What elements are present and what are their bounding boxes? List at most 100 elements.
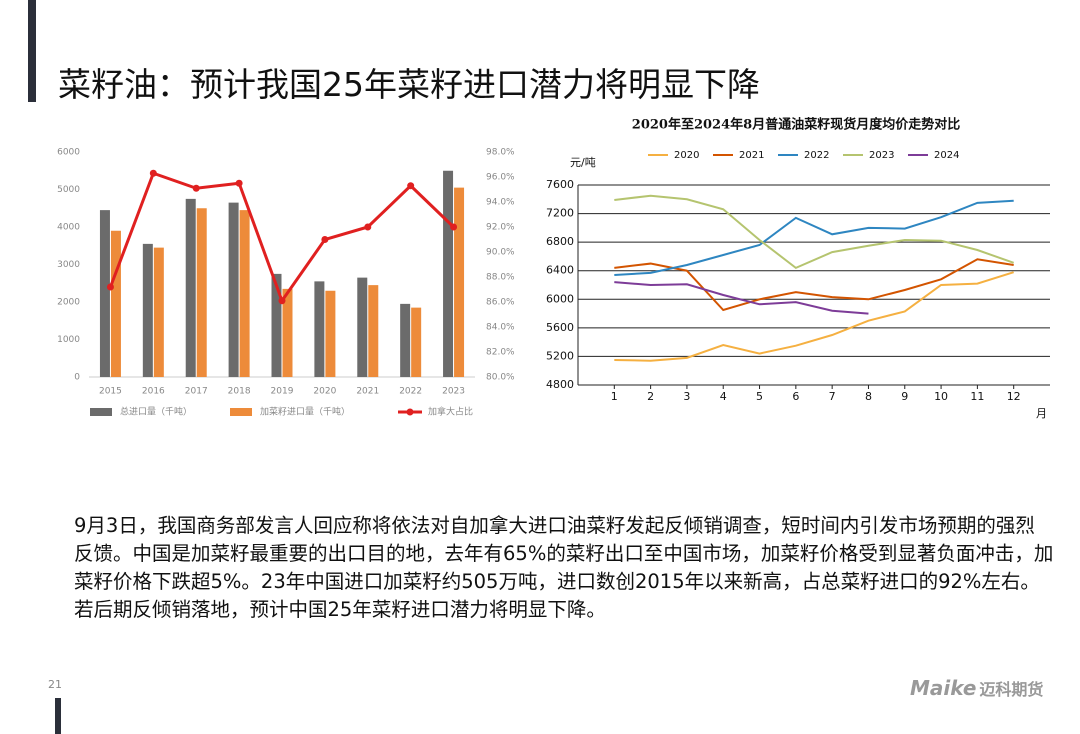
y-tick-label: 5000: [57, 185, 80, 195]
bar: [368, 285, 379, 377]
line-marker: [235, 179, 243, 187]
page-number: 21: [48, 678, 62, 691]
x-tick-label: 8: [865, 390, 872, 403]
bar: [443, 170, 454, 377]
x-tick-label: 3: [683, 390, 690, 403]
y-tick-label: 0: [74, 373, 80, 383]
line-marker: [192, 184, 200, 192]
y-tick-label: 5600: [546, 321, 574, 334]
accent-bar: [55, 698, 61, 734]
x-tick-label: 7: [829, 390, 836, 403]
y-tick-label: 3000: [57, 260, 80, 270]
bar: [239, 210, 250, 377]
line-marker: [450, 223, 458, 231]
y2-tick-label: 88.0%: [486, 273, 515, 283]
legend-label: 2024: [934, 150, 959, 161]
logo: Maike 迈科期货: [910, 676, 1043, 700]
bar: [357, 277, 368, 377]
bar: [99, 210, 110, 377]
y-tick-label: 6000: [57, 148, 80, 158]
y-tick-label: 6000: [546, 292, 574, 305]
y2-tick-label: 90.0%: [486, 248, 515, 258]
x-tick-label: 10: [934, 390, 948, 403]
line-series: [614, 281, 869, 315]
x-tick-label: 6: [792, 390, 799, 403]
y2-tick-label: 94.0%: [486, 198, 515, 208]
x-tick-label: 2021: [356, 387, 379, 397]
y-tick-label: 1000: [57, 335, 80, 345]
bar: [153, 247, 164, 377]
y-tick-label: 4800: [546, 378, 574, 391]
legend-label: 2023: [869, 150, 894, 161]
x-tick-label: 2020: [313, 387, 336, 397]
line-series: [614, 194, 1015, 270]
legend-label: 总进口量（千吨）: [120, 406, 192, 418]
x-tick-label: 5: [756, 390, 763, 403]
x-tick-label: 12: [1007, 390, 1021, 403]
y2-tick-label: 84.0%: [486, 323, 515, 333]
legend-swatch: [230, 408, 252, 416]
x-tick-label: 2022: [399, 387, 422, 397]
y-tick-label: 4000: [57, 223, 80, 233]
x-tick-label: 2: [647, 390, 654, 403]
y-tick-label: 7600: [546, 178, 574, 191]
bar: [314, 281, 325, 377]
line-marker: [149, 169, 157, 177]
legend-label: 加菜籽进口量（千吨）: [260, 406, 350, 418]
line-series: [614, 271, 1014, 362]
y-tick-label: 7200: [546, 207, 574, 220]
line-marker: [364, 223, 372, 231]
legend-label: 2020: [674, 150, 699, 161]
line-marker: [321, 236, 329, 243]
y-axis-label: 元/吨: [570, 156, 596, 169]
y2-tick-label: 80.0%: [486, 373, 515, 383]
y2-tick-label: 86.0%: [486, 298, 515, 308]
y2-tick-label: 96.0%: [486, 173, 515, 183]
x-tick-label: 4: [720, 390, 727, 403]
x-tick-label: 11: [970, 390, 984, 403]
bar: [400, 303, 411, 377]
bar: [185, 198, 196, 377]
x-tick-label: 2023: [442, 387, 465, 397]
line-series: [614, 199, 1014, 276]
line-series: [614, 258, 1014, 312]
legend-label: 2021: [739, 150, 764, 161]
y2-tick-label: 82.0%: [486, 348, 515, 358]
legend-label: 2022: [804, 150, 829, 161]
x-tick-label: 2019: [271, 387, 294, 397]
x-tick-label: 2017: [185, 387, 208, 397]
x-tick-label: 2016: [142, 387, 165, 397]
bar: [282, 288, 293, 377]
line-marker: [106, 283, 114, 291]
x-tick-label: 1: [611, 390, 618, 403]
bar: [411, 307, 422, 377]
logo-brand: Maike: [910, 676, 977, 700]
y-tick-label: 5200: [546, 349, 574, 362]
legend-swatch: [90, 408, 112, 416]
body-text: 9月3日，我国商务部发言人回应称将依法对自加拿大进口油菜籽发起反倾销调查，短时间…: [74, 514, 1054, 621]
bar: [454, 187, 465, 377]
line-marker: [278, 297, 286, 305]
bar: [110, 230, 121, 377]
x-tick-label: 2015: [99, 387, 122, 397]
bar: [196, 208, 207, 377]
slide-title: 菜籽油：预计我国25年菜籽进口潜力将明显下降: [58, 65, 760, 104]
legend-label: 加拿大占比: [428, 406, 473, 418]
x-axis-label: 月: [1036, 407, 1047, 420]
logo-name: 迈科期货: [979, 680, 1044, 699]
chart-title: 2020年至2024年8月普通油菜籽现货月度均价走势对比: [632, 117, 960, 133]
y-tick-label: 6800: [546, 235, 574, 248]
y2-tick-label: 98.0%: [486, 148, 515, 158]
bar: [271, 273, 282, 377]
line-marker: [407, 182, 415, 190]
accent-bar: [28, 0, 36, 102]
bar: [228, 202, 239, 377]
y-tick-label: 2000: [57, 298, 80, 308]
x-tick-label: 2018: [228, 387, 251, 397]
bar: [325, 290, 336, 377]
legend-swatch: [406, 408, 414, 416]
bar: [142, 243, 153, 377]
y2-tick-label: 92.0%: [486, 223, 515, 233]
